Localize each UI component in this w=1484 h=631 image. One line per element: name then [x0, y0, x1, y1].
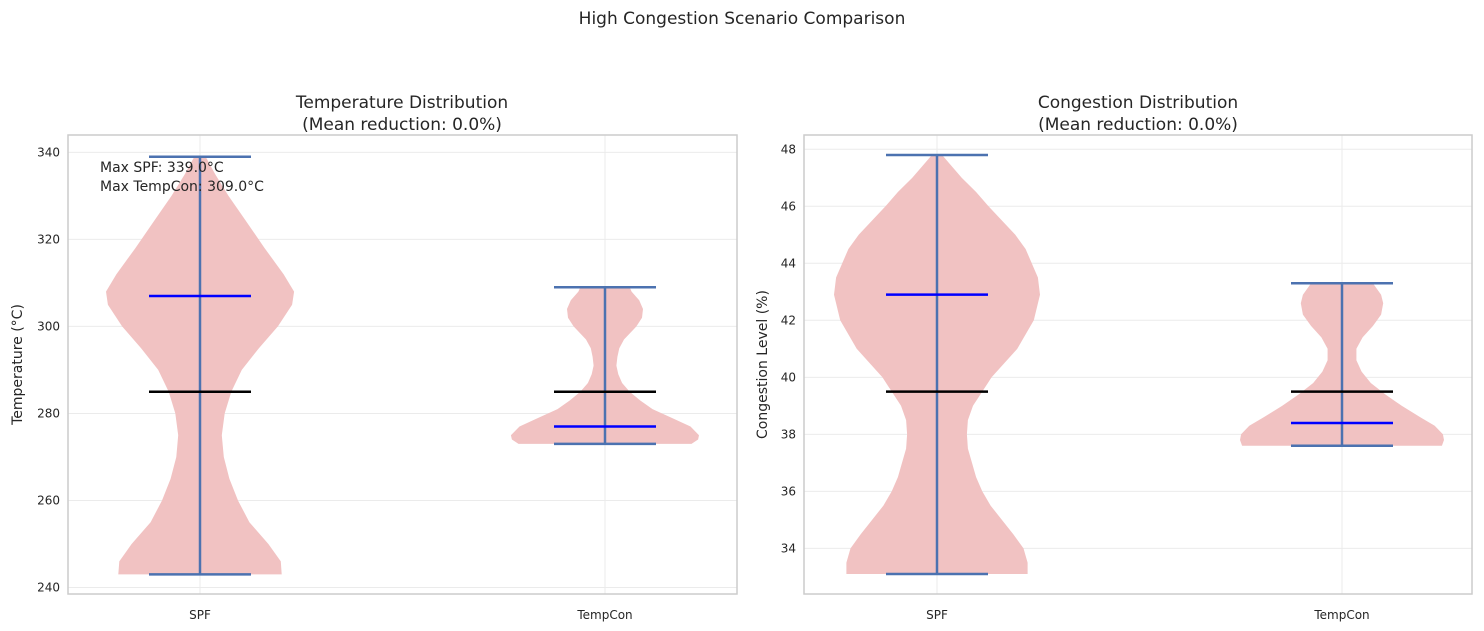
x-tick-label: SPF [189, 608, 211, 622]
temperature-panel: Temperature Distribution(Mean reduction:… [10, 93, 738, 622]
y-tick-label: 34 [781, 541, 796, 555]
y-tick-label: 38 [781, 427, 796, 441]
annotation-text: Max SPF: 339.0°C [100, 160, 224, 176]
annotation-text: Max TempCon: 309.0°C [100, 179, 264, 195]
y-axis-label: Congestion Level (%) [755, 290, 771, 439]
y-tick-label: 300 [37, 319, 60, 333]
y-tick-label: 280 [37, 406, 60, 420]
congestion-panel: Congestion Distribution(Mean reduction: … [755, 93, 1473, 622]
y-tick-label: 340 [37, 145, 60, 159]
x-tick-label: TempCon [576, 608, 632, 622]
figure-title: High Congestion Scenario Comparison [579, 9, 906, 29]
axes-title-line2: (Mean reduction: 0.0%) [302, 115, 502, 135]
axes-frame [803, 134, 1473, 595]
axes-title-line2: (Mean reduction: 0.0%) [1038, 115, 1238, 135]
x-tick-label: SPF [926, 608, 948, 622]
y-tick-label: 240 [37, 580, 60, 594]
y-tick-label: 48 [781, 142, 796, 156]
axes-title-line1: Temperature Distribution [295, 93, 508, 113]
y-tick-label: 260 [37, 493, 60, 507]
x-tick-label: TempCon [1313, 608, 1369, 622]
y-axis-label: Temperature (°C) [10, 304, 26, 426]
axes-frame [67, 134, 738, 595]
y-tick-label: 46 [781, 199, 796, 213]
axes-title-line1: Congestion Distribution [1038, 93, 1238, 113]
y-tick-label: 44 [781, 256, 796, 270]
y-tick-label: 320 [37, 232, 60, 246]
y-tick-label: 40 [781, 370, 796, 384]
y-tick-label: 36 [781, 484, 796, 498]
y-tick-label: 42 [781, 313, 796, 327]
